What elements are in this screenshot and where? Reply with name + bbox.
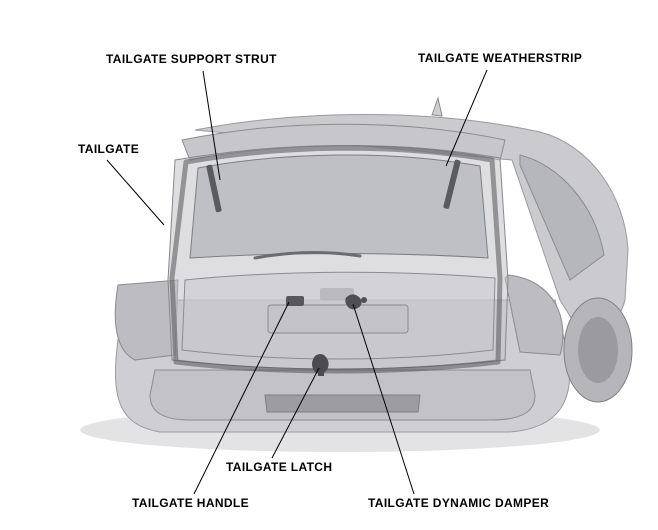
- label-tailgate: TAILGATE: [78, 142, 139, 156]
- label-weatherstrip: TAILGATE WEATHERSTRIP: [418, 51, 582, 65]
- label-handle: TAILGATE HANDLE: [132, 496, 249, 510]
- vehicle-illustration: [0, 0, 658, 530]
- label-damper: TAILGATE DYNAMIC DAMPER: [368, 496, 549, 510]
- label-support-strut: TAILGATE SUPPORT STRUT: [106, 52, 277, 66]
- tailgate-diagram: TAILGATE SUPPORT STRUT TAILGATE WEATHERS…: [0, 0, 658, 530]
- label-latch: TAILGATE LATCH: [226, 460, 332, 474]
